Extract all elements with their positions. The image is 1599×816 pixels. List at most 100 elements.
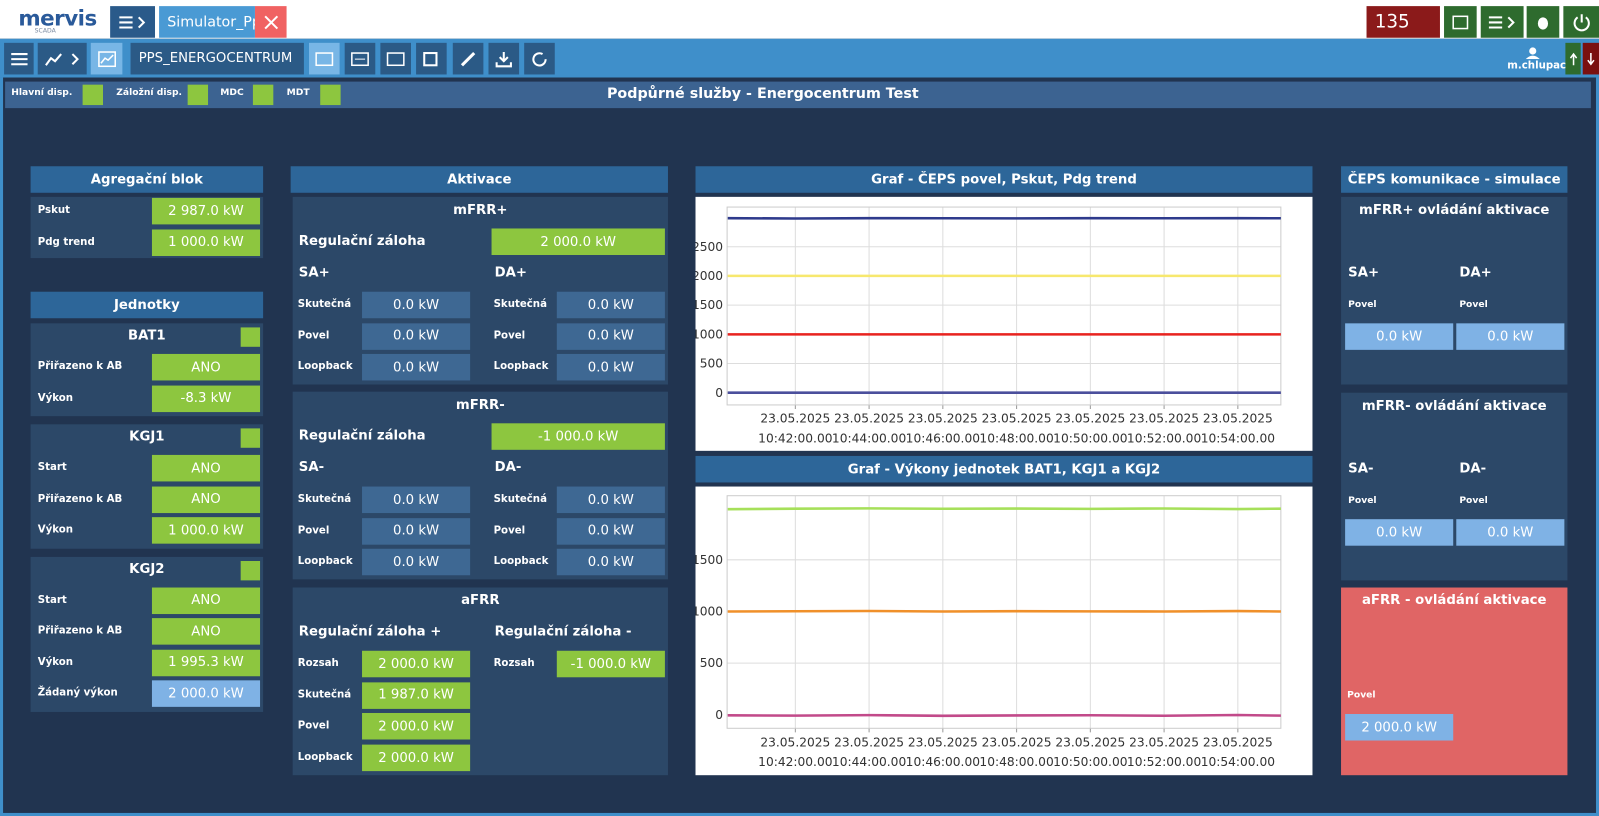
field-label: Přiřazeno k AB xyxy=(37,493,123,505)
field-label: Povel xyxy=(1459,495,1488,506)
value-box: ANO xyxy=(151,454,261,482)
map-icon xyxy=(1452,15,1469,29)
series-line xyxy=(727,609,1281,613)
field-label: Skutečná xyxy=(297,689,352,701)
field-label: Povel xyxy=(1348,495,1377,506)
value-box: 0.0 kW xyxy=(362,517,471,545)
arrow-icon xyxy=(1587,52,1595,66)
breadcrumb[interactable]: PPS_ENERGOCENTRUM xyxy=(130,42,304,75)
x-tick-label: 23.05.2025 10:52:00.00 xyxy=(1127,411,1201,445)
field-label: Přiřazeno k AB xyxy=(37,361,123,373)
value-box: 2 987.0 kW xyxy=(151,197,261,225)
tool-button[interactable] xyxy=(380,42,411,75)
value-box: 2 000.0 kW xyxy=(362,713,471,740)
unit-indicator xyxy=(240,560,261,580)
field-label: Výkon xyxy=(37,392,74,404)
panel-body xyxy=(1341,587,1568,776)
tool-button[interactable] xyxy=(308,42,340,75)
value-box: -1 000.0 kW xyxy=(491,423,665,450)
indicator-label: MDC xyxy=(220,87,244,98)
field-label: Loopback xyxy=(297,751,353,764)
tool-icon xyxy=(315,51,334,66)
indicator xyxy=(187,84,209,106)
x-tick-label: 23.05.2025 10:48:00.00 xyxy=(979,736,1053,769)
field-label: Žádaný výkon xyxy=(37,687,118,699)
x-tick-label: 23.05.2025 10:50:00.00 xyxy=(1053,411,1127,445)
list-icon xyxy=(1488,15,1515,29)
field-label: Loopback xyxy=(493,361,549,373)
value-box: 1 995.3 kW xyxy=(151,649,261,676)
field-label: SA+ xyxy=(1348,265,1380,281)
tool-icon xyxy=(460,51,476,66)
field-label: SA+ xyxy=(298,265,330,281)
tool-icon xyxy=(97,50,116,67)
tool-button[interactable] xyxy=(37,42,87,75)
menu-button[interactable] xyxy=(110,6,156,38)
tool-button[interactable] xyxy=(452,42,484,75)
indicator-label: Hlavní disp. xyxy=(11,87,73,98)
tool-button[interactable] xyxy=(4,42,34,75)
panel-body xyxy=(292,196,668,385)
panel-header: Graf - ČEPS povel, Pskut, Pdg trend xyxy=(695,166,1313,193)
section-title: KGJ2 xyxy=(129,561,165,577)
x-tick-label: 23.05.2025 10:46:00.00 xyxy=(906,736,980,769)
panel-header: Agregační blok xyxy=(30,166,264,193)
value-box: ANO xyxy=(151,486,261,513)
field-label: Rozsah xyxy=(297,657,339,670)
value-box: ANO xyxy=(151,353,261,381)
tool-button[interactable] xyxy=(344,42,376,75)
panel-header: ČEPS komunikace - simulace xyxy=(1341,166,1568,193)
list-button[interactable] xyxy=(1480,6,1524,38)
value-box: 2 000.0 kW xyxy=(1345,714,1454,741)
field-label: Výkon xyxy=(37,524,74,536)
logo: mervis xyxy=(18,6,97,31)
section-title: mFRR- xyxy=(455,397,505,414)
value-box: 0.0 kW xyxy=(362,486,471,514)
value-box: 0.0 kW xyxy=(1345,323,1454,350)
scroll-up[interactable] xyxy=(1565,42,1581,75)
value-box: 1 000.0 kW xyxy=(151,228,261,256)
value-box: 2 000.0 kW xyxy=(491,228,665,255)
field-label: Regulační záloha - xyxy=(494,624,632,640)
section-title: BAT1 xyxy=(128,328,166,344)
x-tick-label: 23.05.2025 10:54:00.00 xyxy=(1201,411,1275,445)
map-button[interactable] xyxy=(1444,6,1477,38)
field-label: DA+ xyxy=(494,265,527,281)
tab[interactable]: Simulator_Pp xyxy=(159,6,255,38)
tool-button[interactable] xyxy=(90,42,123,75)
field-label: Povel xyxy=(493,524,526,537)
field-label: Loopback xyxy=(297,361,353,373)
y-tick-label: 0 xyxy=(715,708,723,722)
panel-header: Graf - Výkony jednotek BAT1, KGJ1 a KGJ2 xyxy=(695,455,1313,483)
tab-close[interactable] xyxy=(254,6,287,38)
power-button[interactable] xyxy=(1563,6,1599,38)
alarm-count[interactable]: 135 xyxy=(1366,6,1440,38)
tool-button[interactable] xyxy=(524,42,555,75)
section-title: mFRR- ovládání aktivace xyxy=(1361,398,1547,415)
field-label: Regulační záloha xyxy=(298,233,426,249)
value-box: 0.0 kW xyxy=(1456,519,1565,546)
field-label: Skutečná xyxy=(297,493,352,505)
field-label: Skutečná xyxy=(297,298,352,311)
y-tick-label: 1500 xyxy=(696,553,724,567)
field-label: DA- xyxy=(1459,461,1487,477)
field-label: Skutečná xyxy=(493,298,547,311)
tool-button[interactable] xyxy=(488,42,520,75)
value-box: 0.0 kW xyxy=(556,291,665,319)
plot-border xyxy=(726,495,1282,729)
tool-button[interactable] xyxy=(416,42,447,75)
field-label: SA- xyxy=(1348,461,1374,477)
debug-button[interactable] xyxy=(1526,6,1560,38)
value-box: 0.0 kW xyxy=(556,354,665,381)
series-line xyxy=(727,713,1281,718)
section-title: mFRR+ ovládání aktivace xyxy=(1359,202,1550,219)
field-label: SA- xyxy=(298,460,325,476)
scroll-down[interactable] xyxy=(1582,42,1599,75)
value-box: ANO xyxy=(151,587,261,614)
field-label: Povel xyxy=(1348,299,1377,311)
y-tick-label: 2500 xyxy=(696,240,724,254)
field-label: Rozsah xyxy=(493,657,535,670)
